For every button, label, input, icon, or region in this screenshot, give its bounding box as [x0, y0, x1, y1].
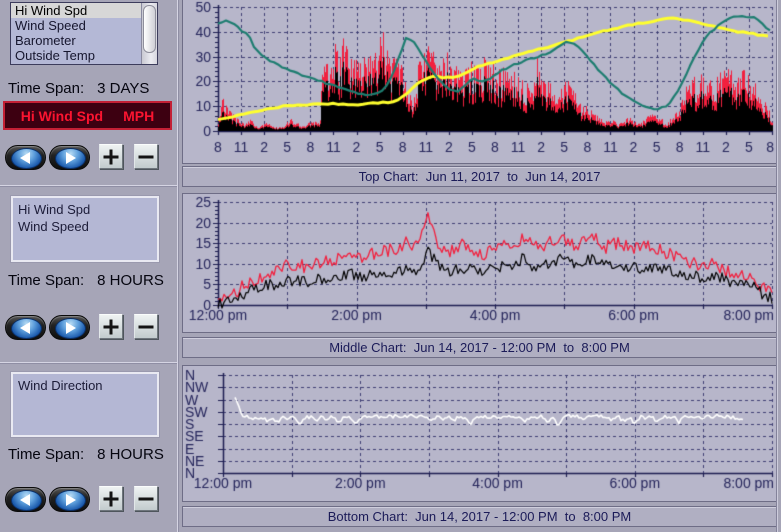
nav-forward-button-bottom[interactable] — [49, 487, 90, 512]
middle-chart-caption: Middle Chart: Jun 14, 2017 - 12:00 PM to… — [182, 337, 777, 358]
zoom-out-button-bottom[interactable] — [134, 486, 158, 511]
top-chart-caption: Top Chart: Jun 11, 2017 to Jun 14, 2017 — [182, 166, 777, 187]
zoom-in-button-middle[interactable] — [99, 314, 123, 339]
time-span-label: Time Span: — [8, 272, 85, 289]
top-chart-well — [182, 0, 777, 164]
listbox-scrollbar[interactable] — [141, 3, 157, 64]
panel-divider — [0, 185, 177, 187]
sidebar-divider — [177, 0, 179, 532]
time-span-row-top: Time Span: 3 DAYS — [8, 80, 149, 97]
nav-back-button-top[interactable] — [5, 145, 46, 170]
sensor-listbox-bottom[interactable]: Wind Direction — [10, 371, 160, 438]
left-arrow-icon — [19, 151, 30, 164]
middle-chart-canvas — [183, 194, 776, 332]
time-span-label: Time Span: — [8, 446, 85, 463]
active-sensor-banner: Hi Wind Spd MPH — [3, 101, 172, 130]
listbox-item-wind-direction[interactable]: Wind Direction — [18, 378, 103, 393]
bottom-chart-canvas — [183, 366, 776, 501]
right-arrow-icon — [65, 493, 76, 506]
listbox-item-barometer[interactable]: Barometer — [15, 33, 76, 48]
right-arrow-icon — [65, 151, 76, 164]
bottom-chart-caption: Bottom Chart: Jun 14, 2017 - 12:00 PM to… — [182, 506, 777, 527]
listbox-item-wind-speed[interactable]: Wind Speed — [15, 18, 86, 33]
window-edge — [776, 0, 777, 532]
sensor-listbox-middle[interactable]: Hi Wind Spd Wind Speed — [10, 195, 160, 263]
nav-back-button-bottom[interactable] — [5, 487, 46, 512]
zoom-in-button-bottom[interactable] — [99, 486, 123, 511]
nav-forward-button-top[interactable] — [49, 145, 90, 170]
time-span-value: 8 HOURS — [97, 272, 164, 289]
zoom-in-button-top[interactable] — [99, 144, 123, 169]
minus-icon — [138, 497, 154, 500]
time-span-row-bottom: Time Span: 8 HOURS — [8, 446, 164, 463]
time-span-value: 8 HOURS — [97, 446, 164, 463]
left-arrow-icon — [19, 321, 30, 334]
bottom-chart-well — [182, 365, 777, 502]
minus-icon — [138, 155, 154, 158]
left-arrow-icon — [19, 493, 30, 506]
time-span-label: Time Span: — [8, 80, 85, 97]
listbox-item-outside-temp[interactable]: Outside Temp — [15, 48, 95, 63]
nav-back-button-middle[interactable] — [5, 315, 46, 340]
nav-forward-button-middle[interactable] — [49, 315, 90, 340]
right-arrow-icon — [65, 321, 76, 334]
zoom-out-button-top[interactable] — [134, 144, 158, 169]
zoom-out-button-middle[interactable] — [134, 314, 158, 339]
listbox-item-wind-speed[interactable]: Wind Speed — [18, 219, 89, 234]
window-edge-highlight — [777, 0, 778, 532]
minus-icon — [138, 325, 154, 328]
middle-chart-well — [182, 193, 777, 333]
time-span-row-middle: Time Span: 8 HOURS — [8, 272, 164, 289]
listbox-item-hi-wind-spd[interactable]: Hi Wind Spd — [18, 202, 91, 217]
time-span-value: 3 DAYS — [97, 80, 150, 97]
banner-sensor-label: Hi Wind Spd — [20, 107, 104, 124]
scrollbar-thumb[interactable] — [143, 5, 156, 53]
top-chart-canvas — [183, 0, 776, 163]
panel-divider — [0, 362, 177, 364]
listbox-item-hi-wind-spd[interactable]: Hi Wind Spd — [11, 3, 142, 18]
banner-units-label: MPH — [123, 107, 155, 124]
sensor-listbox-top[interactable]: Hi Wind Spd Wind Speed Barometer Outside… — [10, 2, 158, 65]
